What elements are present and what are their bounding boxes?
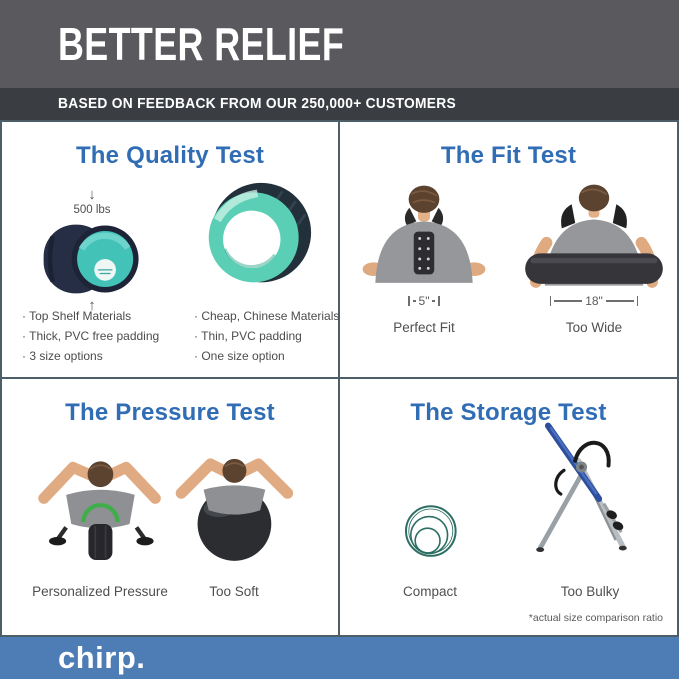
quality-test-title: The Quality Test [75,142,265,169]
person-on-wheel-image [38,461,161,560]
pressure-test-title: The Pressure Test [65,399,275,426]
width-5in-label: 5" [418,294,430,308]
list-item: · Thin, PVC padding [194,329,302,343]
sub-banner-text: BASED ON FEEDBACK FROM OUR 250,000+ CUST… [58,96,456,112]
comparison-grid: The Quality Test ↓ 500 lbs ↑ [0,120,679,637]
up-arrow-icon: ↑ [88,297,96,314]
dimension-tick [408,296,410,306]
too-wide-label: Too Wide [565,320,623,335]
dimension-tick [636,296,639,306]
page-title: BETTER RELIEF [58,18,345,70]
cheap-wheel-image [208,182,312,283]
person-on-ball-image [175,458,294,561]
perfect-fit-label: Perfect Fit [393,320,455,335]
dimension-line [432,300,436,302]
dimension-line [605,300,634,302]
dimension-line-18in: 18" [518,294,670,308]
header-banner: BETTER RELIEF [0,0,679,88]
storage-test-title: The Storage Test [410,399,607,426]
dimension-tick [438,296,440,306]
person-wide-roller-image [525,184,663,288]
person-narrow-roller-image [362,185,486,283]
width-18in-label: 18" [585,294,603,308]
list-item: · Cheap, Chinese Materials [194,309,340,323]
list-item: · Top Shelf Materials [22,309,132,323]
quality-test-panel: The Quality Test ↓ 500 lbs ↑ [2,122,340,379]
folded-wheels-icon [405,505,457,557]
personalized-pressure-label: Personalized Pressure [32,584,168,599]
too-bulky-label: Too Bulky [560,584,620,599]
list-item: · One size option [194,349,285,363]
sub-banner: BASED ON FEEDBACK FROM OUR 250,000+ CUST… [0,88,679,120]
chirp-wheel-image [43,224,139,294]
dimension-line [554,300,583,302]
fit-test-title: The Fit Test [440,142,577,169]
dimension-tick [549,296,552,306]
storage-test-panel: The Storage Test [340,379,677,635]
down-arrow-icon: ↓ [88,186,96,203]
fit-test-panel: The Fit Test [340,122,677,379]
inversion-table-image [536,422,627,553]
dimension-line-5in: 5" [360,294,488,308]
pressure-test-panel: The Pressure Test [2,379,340,635]
dimension-line [412,300,416,302]
chirp-logo: chirp. [58,640,146,675]
competitor-feature-list: · Cheap, Chinese Materials · Thin, PVC p… [194,306,339,366]
too-soft-label: Too Soft [209,584,259,599]
footer-bar: chirp. [0,637,679,679]
size-comparison-footnote: *actual size comparison ratio [528,612,663,624]
chirp-feature-list: · Top Shelf Materials · Thick, PVC free … [22,306,159,366]
list-item: · 3 size options [22,349,103,363]
compact-label: Compact [402,584,458,599]
weight-capacity-label: 500 lbs [73,204,111,216]
list-item: · Thick, PVC free padding [22,329,160,343]
